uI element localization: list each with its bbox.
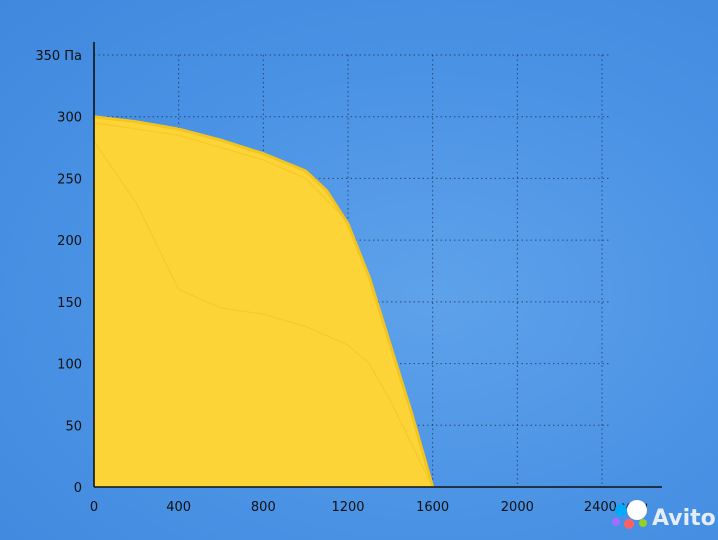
watermark-text: Avito bbox=[652, 506, 716, 531]
x-tick-label-1: 400 bbox=[166, 500, 191, 515]
x-tick-label-0: 0 bbox=[90, 500, 98, 515]
y-tick-label-4: 200 bbox=[57, 234, 82, 249]
area-fill-0 bbox=[94, 116, 433, 487]
area-layer bbox=[93, 115, 435, 488]
y-tick-label-5: 250 bbox=[57, 172, 82, 187]
inner-curve-0 bbox=[93, 141, 434, 488]
x-tick-label-2: 800 bbox=[251, 500, 276, 515]
y-tick-label-1: 50 bbox=[65, 419, 82, 434]
y-tick-label-0: 0 bbox=[74, 481, 82, 496]
watermark-dot-green bbox=[639, 519, 647, 527]
watermark-dot-red bbox=[624, 519, 634, 529]
x-tick-label-5: 2000 bbox=[501, 500, 534, 515]
avito-watermark: Avito bbox=[612, 500, 716, 531]
x-tick-label-4: 1600 bbox=[416, 500, 449, 515]
y-tick-label-2: 100 bbox=[57, 358, 82, 373]
watermark-dot-white bbox=[627, 500, 647, 520]
area-edge-0 bbox=[93, 115, 435, 488]
x-tick-label-3: 1200 bbox=[331, 500, 364, 515]
inner-curve-1 bbox=[93, 122, 349, 223]
watermark-dot-violet bbox=[612, 518, 620, 526]
y-tick-label-6: 300 bbox=[57, 111, 82, 126]
axes bbox=[93, 42, 662, 488]
watermark-dot-blue bbox=[615, 504, 627, 516]
y-tick-label-3: 150 bbox=[57, 296, 82, 311]
y-tick-label-7: 350 Па bbox=[35, 49, 82, 64]
y-tick-labels: 0 50 100 150 200 250 300 350 Па bbox=[35, 49, 82, 496]
